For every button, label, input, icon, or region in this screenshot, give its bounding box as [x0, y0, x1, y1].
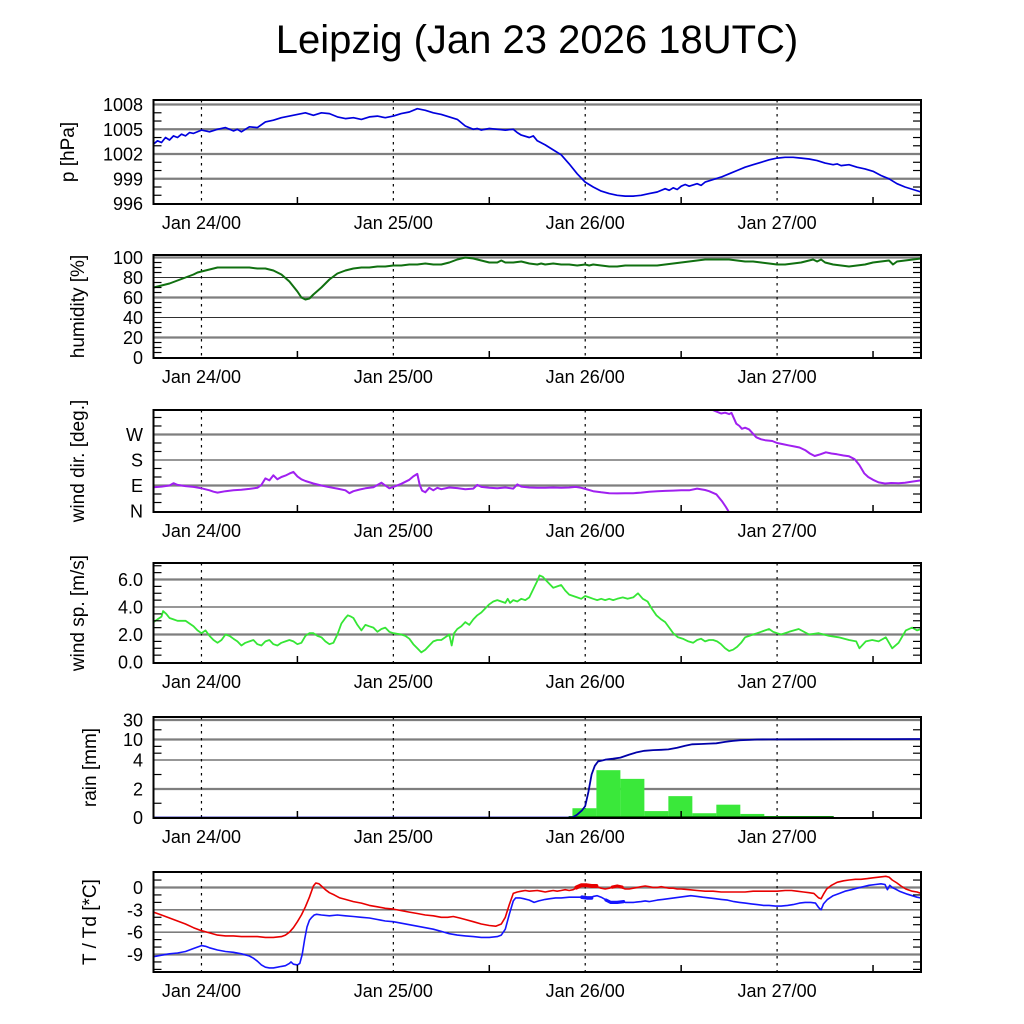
- wind-dir-seg-b-line: [711, 410, 921, 485]
- x-tick-label: Jan 25/00: [354, 981, 433, 1001]
- y-tick-label: 0: [133, 808, 143, 828]
- x-tick-label: Jan 27/00: [738, 521, 817, 541]
- panel-pressure: 1008 1005 1002 999 996 Jan 24/00 Jan 25/00 Jan …: [58, 95, 922, 233]
- x-tick-label: Jan 24/00: [162, 981, 241, 1001]
- page-title: Leipzig (Jan 23 2026 18UTC): [275, 18, 799, 62]
- x-tick-label: Jan 25/00: [354, 672, 433, 692]
- x-tick-label: Jan 27/00: [738, 213, 817, 233]
- rain-bar: [740, 813, 765, 818]
- panel-border: [152, 409, 922, 513]
- x-tick-label: Jan 25/00: [354, 213, 433, 233]
- y-tick-label: -9: [127, 945, 143, 965]
- x-tick-label: Jan 25/00: [354, 367, 433, 387]
- y-tick-label: 4.0: [118, 598, 143, 618]
- x-tick-label: Jan 24/00: [162, 367, 241, 387]
- y-tick-label: 80: [123, 268, 143, 288]
- dewpoint-bold-overlay-line: [580, 895, 594, 900]
- y-tick-label: 0: [133, 878, 143, 898]
- y-tick-label: 60: [123, 288, 143, 308]
- y-tick-label: 30: [123, 711, 143, 731]
- pressure-line: [153, 107, 921, 197]
- y-tick-label: 2: [133, 780, 143, 800]
- x-tick-label: Jan 27/00: [738, 672, 817, 692]
- y-tick-label: 0: [133, 348, 143, 368]
- dewpoint-line: [153, 882, 921, 969]
- panel-border: [152, 562, 922, 664]
- y-axis-title: rain [mm]: [80, 728, 101, 807]
- panel-wind-speed: 6.0 4.0 2.0 0.0 Jan 24/00 Jan 25/00 Jan 26/00 J…: [68, 555, 922, 692]
- y-axis-title: wind sp. [m/s]: [68, 555, 89, 672]
- x-tick-label: Jan 26/00: [546, 213, 625, 233]
- y-tick-label: 999: [113, 169, 143, 189]
- x-tick-label: Jan 26/00: [546, 981, 625, 1001]
- x-tick-label: Jan 25/00: [354, 521, 433, 541]
- panel-border: [152, 254, 922, 359]
- y-tick-label: 6.0: [118, 570, 143, 590]
- temperature-bold-overlay-2-line: [610, 884, 624, 889]
- rain-bar: [596, 770, 621, 818]
- y-tick-label: 100: [113, 248, 143, 268]
- y-axis-title: T / Td [*C]: [80, 879, 101, 965]
- x-tick-label: Jan 26/00: [546, 521, 625, 541]
- x-tick-label: Jan 27/00: [738, 827, 817, 847]
- rain-bar: [692, 813, 717, 818]
- rain-cumulative-line: [153, 738, 921, 818]
- rain-bar: [668, 796, 693, 818]
- panel-border: [152, 871, 922, 973]
- x-tick-label: Jan 26/00: [546, 367, 625, 387]
- y-tick-label: W: [126, 425, 143, 445]
- y-tick-label: 0.0: [118, 653, 143, 673]
- y-tick-label: 40: [123, 308, 143, 328]
- y-tick-label: S: [131, 450, 143, 470]
- y-tick-label: 4: [133, 751, 143, 771]
- y-tick-label: E: [131, 476, 143, 496]
- x-tick-label: Jan 24/00: [162, 672, 241, 692]
- x-tick-label: Jan 26/00: [546, 672, 625, 692]
- y-tick-label: 2.0: [118, 625, 143, 645]
- y-tick-label: 1008: [103, 95, 143, 115]
- y-tick-label: 1002: [103, 145, 143, 165]
- panel-border: [152, 716, 922, 819]
- wind-speed-line: [153, 574, 921, 654]
- panel-border: [152, 99, 922, 205]
- x-tick-label: Jan 24/00: [162, 213, 241, 233]
- x-tick-label: Jan 24/00: [162, 521, 241, 541]
- y-axis-title: humidity [%]: [68, 255, 89, 358]
- rain-bar: [644, 811, 669, 818]
- y-tick-label: N: [130, 502, 143, 522]
- y-tick-label: 1005: [103, 120, 143, 140]
- temperature-bold-overlay-line: [574, 883, 599, 890]
- x-tick-label: Jan 26/00: [546, 827, 625, 847]
- y-tick-label: -3: [127, 900, 143, 920]
- y-tick-label: 996: [113, 194, 143, 214]
- x-tick-label: Jan 24/00: [162, 827, 241, 847]
- temperature-line: [153, 875, 921, 939]
- y-tick-label: 20: [123, 328, 143, 348]
- wind-dir-seg-a-line: [153, 470, 730, 512]
- x-tick-label: Jan 25/00: [354, 827, 433, 847]
- x-tick-label: Jan 27/00: [738, 981, 817, 1001]
- panel-temperature: 0-3 -6-9 Jan 24/00 Jan 25/00 Jan 26/00 Jan 27…: [80, 871, 922, 1001]
- y-axis-title: wind dir. [deg.]: [68, 400, 89, 524]
- rain-bar: [572, 808, 597, 818]
- rain-bar: [620, 778, 645, 818]
- y-tick-label: -6: [127, 923, 143, 943]
- rain-bar: [716, 804, 741, 818]
- y-tick-label: 10: [123, 730, 143, 750]
- y-axis-title: p [hPa]: [58, 122, 79, 182]
- x-tick-label: Jan 27/00: [738, 367, 817, 387]
- humidity-line: [153, 256, 921, 301]
- dewpoint-bold-overlay-2-line: [604, 898, 626, 905]
